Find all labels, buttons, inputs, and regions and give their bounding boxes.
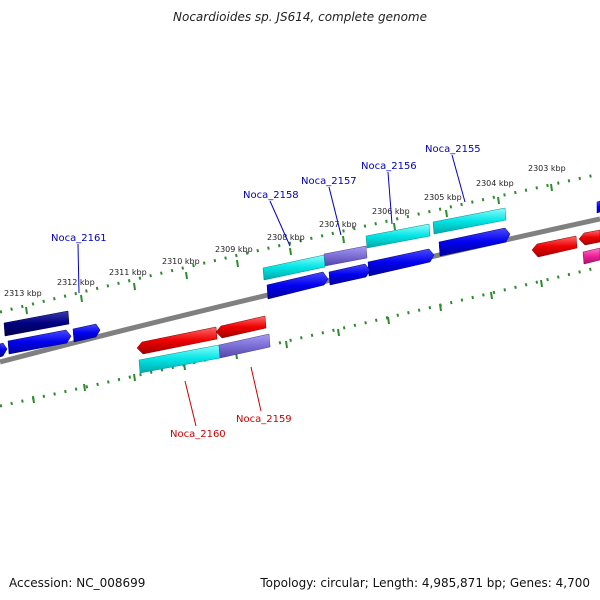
gene-forward-arrow (367, 248, 435, 277)
noca-2160-leader (184, 380, 197, 427)
gene-label-noca-2160[interactable]: Noca_2160 (170, 429, 226, 440)
gene-noca-2157-bar (323, 245, 368, 267)
gene-noca-2159-bar (218, 333, 271, 359)
inner-tick-row (0, 265, 600, 408)
gene-label-lines (77, 154, 466, 427)
kbp-label: 2309 kbp (215, 245, 253, 254)
outer-tick-row (0, 172, 600, 314)
accession-text: Accession: NC_008699 (9, 576, 146, 590)
gene-reverse-arrow (578, 229, 600, 246)
noca-2158-leader (269, 200, 291, 247)
major-ticks-outer (25, 183, 553, 315)
kbp-label: 2310 kbp (162, 257, 200, 266)
gene-forward-arrow (438, 227, 511, 257)
gene-noca-2158-bar (262, 254, 326, 281)
kbp-label: 2304 kbp (476, 179, 514, 188)
gene-forward-arrow (72, 323, 101, 343)
gene-label-noca-2158[interactable]: Noca_2158 (243, 190, 299, 201)
gene-reverse-arrow (215, 315, 267, 339)
map-title: Nocardioides sp. JS614, complete genome (173, 10, 427, 24)
gene-forward-arrow (596, 200, 600, 214)
gene-label-noca-2156[interactable]: Noca_2156 (361, 161, 417, 172)
noca-2161-leader (77, 243, 80, 294)
kbp-label: 2303 kbp (528, 164, 566, 173)
kbp-label: 2313 kbp (4, 289, 42, 298)
gene-forward-arrow (266, 271, 329, 300)
kbp-label: 2311 kbp (109, 268, 147, 277)
gene-navy-bar (3, 310, 70, 337)
gene-label-noca-2159[interactable]: Noca_2159 (236, 414, 292, 425)
gene-forward-arrow (0, 342, 8, 358)
gene-forward-arrow (328, 263, 371, 286)
noca-2155-leader (451, 154, 466, 203)
noca-2157-leader (328, 186, 342, 236)
major-ticks-inner (32, 279, 543, 404)
gene-label-noca-2157[interactable]: Noca_2157 (301, 176, 357, 187)
kbp-labels: 2303 kbp 2304 kbp 2305 kbp 2306 kbp 2307… (4, 164, 566, 298)
kbp-label: 2312 kbp (57, 278, 95, 287)
kbp-label: 2305 kbp (424, 193, 462, 202)
kbp-label: 2307 kbp (319, 220, 357, 229)
gene-noca-2156-bar (365, 223, 431, 249)
gene-pink-bar (582, 247, 600, 265)
genome-summary-text: Topology: circular; Length: 4,985,871 bp… (260, 576, 590, 590)
gene-label-noca-2161[interactable]: Noca_2161 (51, 233, 107, 244)
gene-reverse-arrow (136, 326, 218, 355)
inner-genes (136, 229, 600, 374)
gene-reverse-arrow (531, 235, 578, 258)
gene-forward-arrow (7, 329, 72, 355)
outer-genes (0, 200, 600, 358)
noca-2159-leader (250, 366, 262, 412)
noca-2156-leader (387, 171, 393, 225)
gene-noca-2155-bar (432, 207, 507, 235)
gene-label-noca-2155[interactable]: Noca_2155 (425, 144, 481, 155)
